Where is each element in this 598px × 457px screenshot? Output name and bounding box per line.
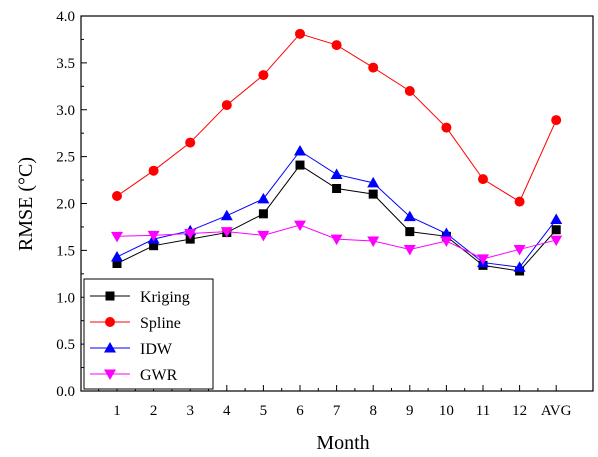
x-tick-label: 1 — [113, 403, 121, 419]
point-gwr — [403, 244, 416, 256]
point-spline — [551, 115, 562, 126]
point-idw — [257, 192, 270, 204]
y-tick-label: 0.5 — [56, 337, 75, 353]
x-tick-label: 9 — [406, 403, 414, 419]
legend-label-kriging: Kriging — [140, 289, 190, 306]
point-idw — [111, 250, 123, 262]
point-spline — [258, 70, 269, 81]
point-spline — [441, 122, 452, 133]
x-tick-label: 3 — [186, 403, 194, 419]
y-tick-label: 1.5 — [56, 243, 75, 259]
point-gwr — [330, 234, 343, 246]
point-kriging — [405, 227, 415, 237]
point-kriging — [332, 184, 342, 193]
point-idw — [220, 209, 233, 221]
legend-label-spline: Spline — [140, 315, 181, 332]
x-tick-label: 6 — [296, 403, 304, 419]
point-kriging — [112, 259, 122, 268]
point-kriging — [149, 241, 159, 251]
point-idw — [294, 145, 306, 156]
point-kriging — [551, 225, 561, 235]
series-line-kriging — [116, 164, 557, 272]
legend-marker-gwr — [104, 369, 116, 380]
point-gwr — [440, 236, 453, 247]
x-axis-title: Month — [316, 432, 369, 454]
point-kriging — [258, 209, 268, 219]
point-idw — [440, 227, 453, 238]
point-spline — [331, 40, 342, 51]
point-idw — [403, 210, 416, 222]
point-idw — [330, 168, 343, 179]
x-tick-label: 8 — [369, 403, 377, 419]
y-tick-label: 4.0 — [56, 9, 75, 25]
point-gwr — [111, 231, 123, 243]
point-gwr — [477, 254, 489, 265]
point-gwr — [294, 220, 306, 232]
point-idw — [367, 176, 380, 188]
point-spline — [112, 191, 122, 201]
legend-label-gwr: GWR — [140, 367, 178, 384]
point-gwr — [513, 244, 526, 256]
point-idw — [550, 213, 563, 224]
x-tick-label: 7 — [333, 403, 341, 419]
legend-marker-idw — [104, 342, 116, 353]
point-gwr — [220, 227, 233, 238]
legend-marker-spline — [105, 317, 115, 327]
point-gwr — [184, 229, 197, 240]
y-tick-label: 2.0 — [56, 197, 75, 213]
y-tick-label: 0.0 — [56, 384, 75, 400]
point-idw — [513, 261, 526, 272]
point-gwr — [550, 235, 563, 247]
point-spline — [478, 174, 488, 185]
x-tick-label: 11 — [476, 403, 490, 419]
point-spline — [148, 165, 159, 176]
x-tick-label: 12 — [512, 403, 527, 419]
y-tick-label: 3.5 — [56, 56, 75, 72]
y-tick-label: 2.5 — [56, 150, 75, 166]
y-tick-label: 3.0 — [56, 103, 75, 119]
legend-label-idw: IDW — [140, 341, 173, 358]
point-gwr — [147, 230, 160, 242]
legend-marker-kriging — [105, 291, 115, 301]
point-gwr — [257, 230, 270, 242]
x-tick-label: 2 — [150, 403, 158, 419]
x-tick-label: AVG — [541, 403, 572, 419]
point-kriging — [295, 160, 305, 170]
x-tick-label: 10 — [439, 403, 454, 419]
point-spline — [404, 86, 415, 96]
point-spline — [295, 28, 305, 39]
plot-area: 0.00.51.01.52.02.53.03.54.01 2 3 4 5 6 7 8 9 10 11… — [56, 9, 594, 419]
point-kriging — [368, 189, 378, 199]
x-tick-label: 4 — [223, 403, 231, 419]
point-spline — [514, 196, 525, 207]
point-spline — [368, 62, 379, 73]
point-spline — [221, 100, 232, 111]
x-tick-label: 5 — [260, 403, 268, 419]
y-axis-title: RMSE (°C) — [15, 157, 37, 251]
point-gwr — [367, 236, 380, 247]
point-spline — [185, 137, 196, 148]
y-tick-label: 1.0 — [56, 290, 75, 306]
